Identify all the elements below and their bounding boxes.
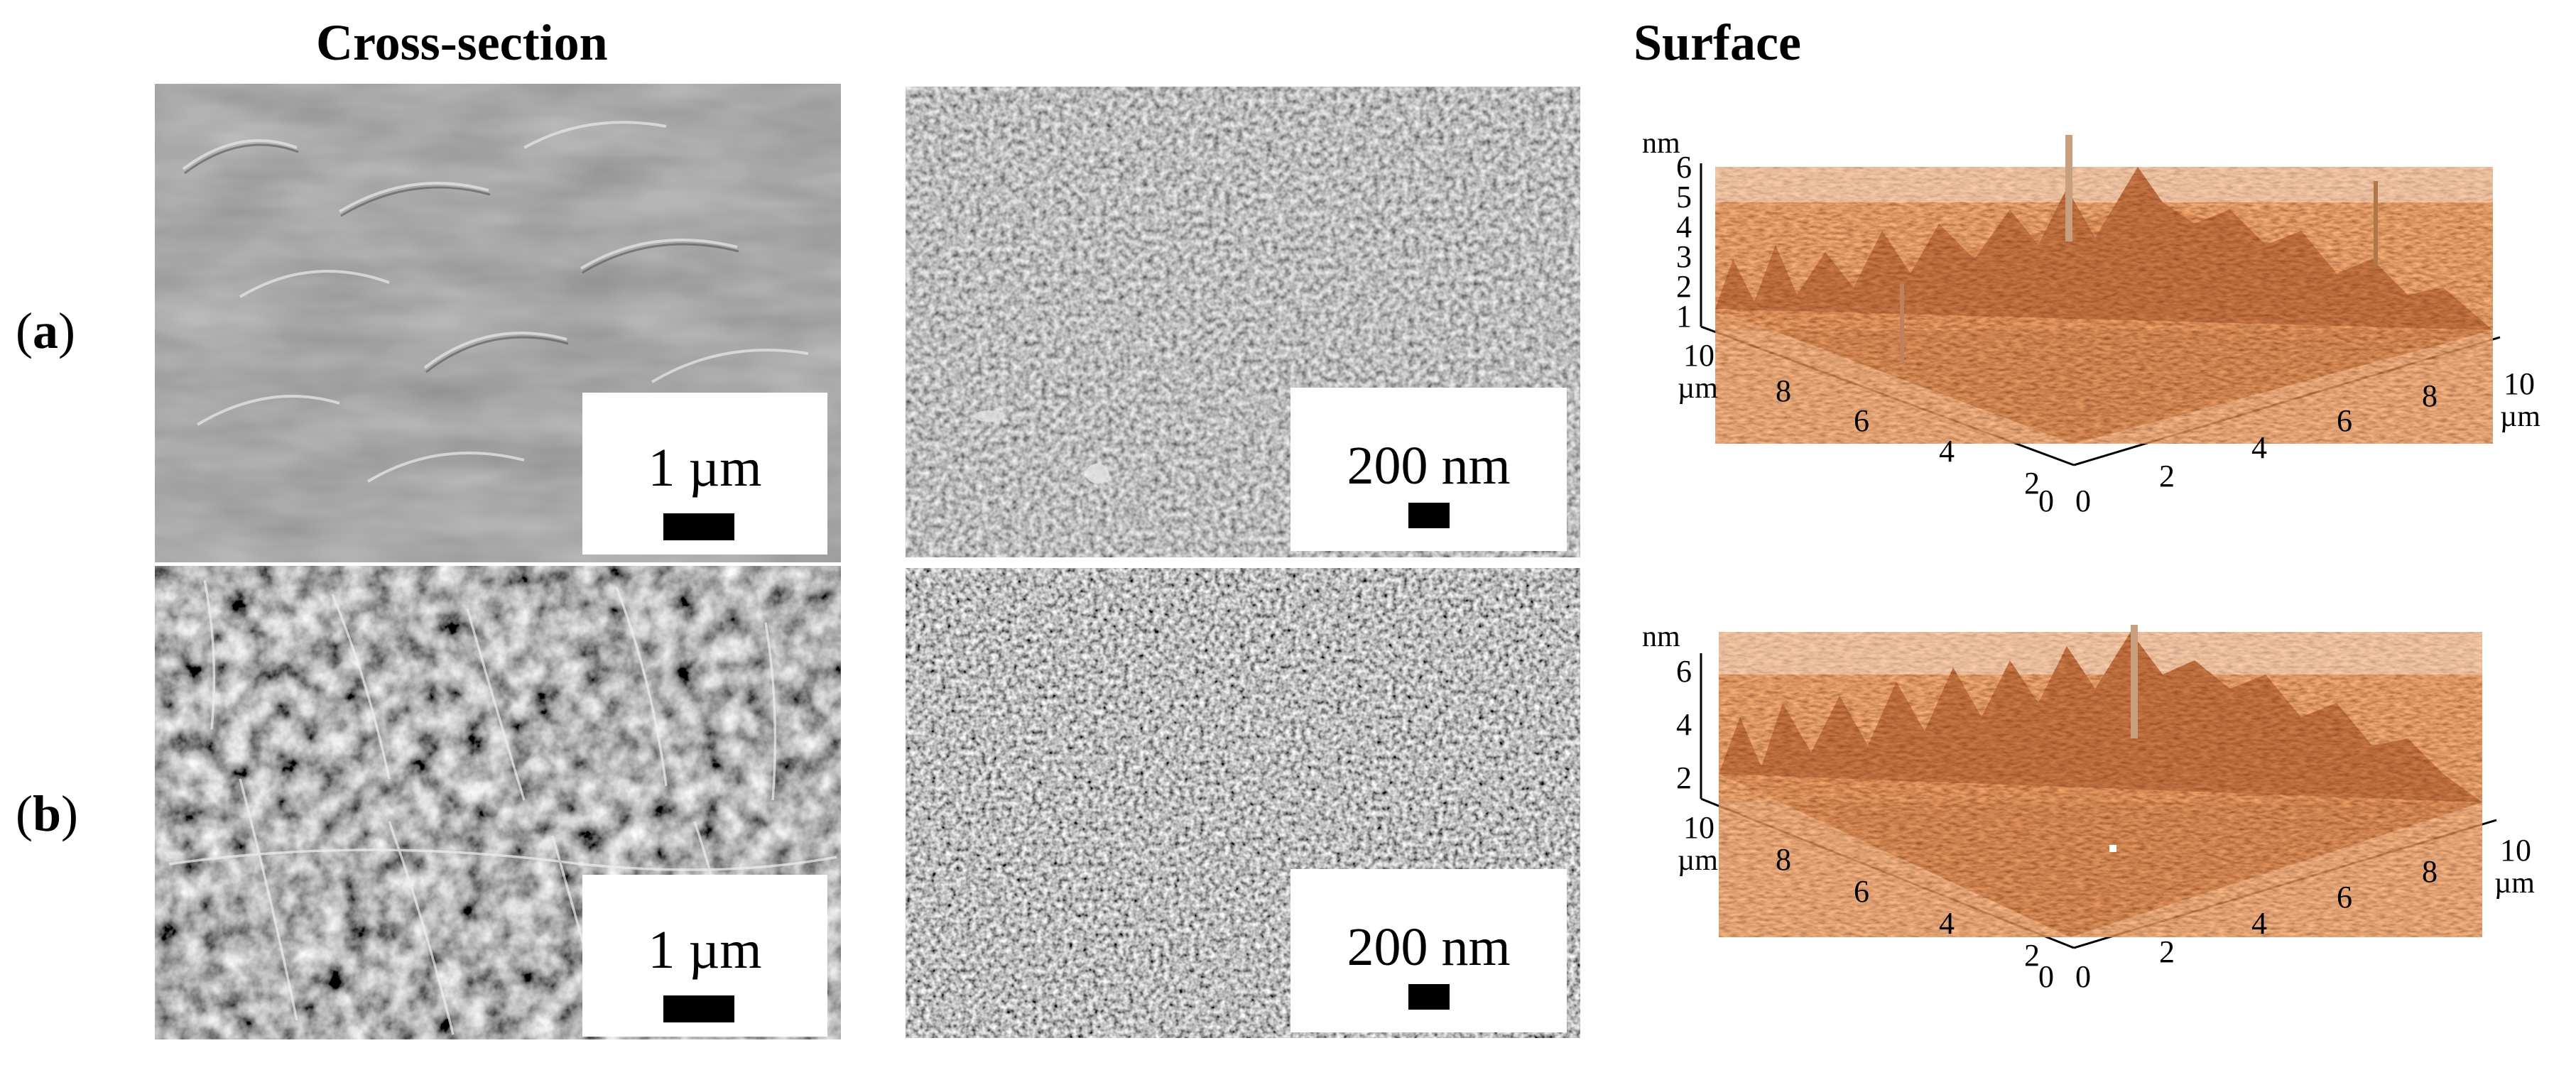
row-label-a: (a) bbox=[16, 302, 75, 359]
afm-z-tick: 2 bbox=[1676, 760, 1692, 795]
scale-bar-box-a-surface: 200 nm bbox=[1290, 388, 1567, 551]
afm-z-tick: 2 bbox=[1676, 269, 1692, 304]
afm-x-tick-left: 0 bbox=[2038, 484, 2054, 518]
heading-cross-section: Cross-section bbox=[316, 14, 608, 71]
afm-x-unit-left: µm bbox=[1678, 372, 1718, 405]
afm-x-tick-right: 2 bbox=[2159, 934, 2175, 969]
afm-x-tick-left: 8 bbox=[1776, 842, 1791, 877]
afm-x-unit-right: µm bbox=[2500, 400, 2540, 433]
afm-x-tick-right: 6 bbox=[2337, 880, 2352, 915]
sem-cross-section-a bbox=[155, 84, 841, 562]
afm-z-tick: 6 bbox=[1676, 654, 1692, 689]
afm-x-tick-left: 2 bbox=[2024, 466, 2040, 501]
afm-x-tick-left: 0 bbox=[2038, 959, 2054, 994]
afm-x-tick-left: 4 bbox=[1939, 434, 1955, 469]
afm-x-tick-left: 8 bbox=[1776, 373, 1791, 408]
scale-bar bbox=[1408, 503, 1450, 528]
afm-x-tick-left: 10 bbox=[1683, 810, 1714, 845]
sem-surface-b bbox=[906, 568, 1580, 1038]
afm-x-tick-right: 6 bbox=[2337, 403, 2352, 438]
afm-x-tick-right: 8 bbox=[2422, 854, 2438, 889]
scale-bar-label: 200 nm bbox=[1347, 917, 1511, 977]
afm-x-tick-right: 2 bbox=[2159, 459, 2175, 493]
scale-bar-box-b-surface: 200 nm bbox=[1290, 869, 1567, 1032]
afm-x-tick-right: 4 bbox=[2251, 430, 2267, 465]
afm-z-unit: nm bbox=[1642, 127, 1680, 160]
scale-bar bbox=[1408, 984, 1450, 1010]
afm-x-tick-right: 10 bbox=[2504, 366, 2535, 401]
scale-bar bbox=[663, 513, 734, 540]
afm-x-tick-left: 10 bbox=[1683, 338, 1714, 373]
afm-z-tick: 5 bbox=[1676, 180, 1692, 214]
afm-z-unit: nm bbox=[1642, 621, 1680, 653]
afm-z-tick: 4 bbox=[1676, 707, 1692, 742]
row-label-b: (b) bbox=[16, 785, 79, 842]
afm-z-tick: 6 bbox=[1676, 150, 1692, 185]
afm-x-unit-right: µm bbox=[2494, 867, 2535, 900]
afm-z-tick: 4 bbox=[1676, 209, 1692, 244]
afm-z-tick: 3 bbox=[1676, 239, 1692, 274]
afm-x-unit-left: µm bbox=[1678, 844, 1718, 877]
afm-3d-plot-b: nm 6 4 2 10 µm 8 6 4 2 0 0 2 4 6 8 10 µm bbox=[1642, 621, 2535, 994]
scale-bar-label: 200 nm bbox=[1347, 436, 1511, 496]
heading-surface: Surface bbox=[1634, 14, 1801, 71]
afm-x-tick-left: 6 bbox=[1854, 403, 1869, 438]
sem-cross-section-b bbox=[155, 566, 841, 1039]
afm-x-tick-right: 0 bbox=[2075, 484, 2091, 518]
afm-z-tick: 1 bbox=[1676, 299, 1692, 334]
afm-x-tick-left: 4 bbox=[1939, 906, 1955, 941]
scale-bar-label: 1 µm bbox=[648, 438, 762, 498]
afm-x-tick-right: 10 bbox=[2500, 833, 2531, 868]
scale-bar-box-b-cross: 1 µm bbox=[582, 875, 827, 1037]
afm-x-tick-right: 8 bbox=[2422, 378, 2438, 413]
afm-x-tick-right: 4 bbox=[2251, 906, 2267, 941]
afm-x-tick-left: 2 bbox=[2024, 938, 2040, 973]
afm-x-tick-left: 6 bbox=[1854, 874, 1869, 909]
afm-x-tick-right: 0 bbox=[2075, 959, 2091, 994]
scale-bar-box-a-cross: 1 µm bbox=[582, 393, 827, 555]
scale-bar bbox=[663, 995, 734, 1022]
scale-bar-label: 1 µm bbox=[648, 920, 762, 980]
afm-3d-plot-a: nm 6 5 4 3 2 1 10 µm 8 6 4 2 0 0 2 4 6 8… bbox=[1642, 127, 2540, 518]
